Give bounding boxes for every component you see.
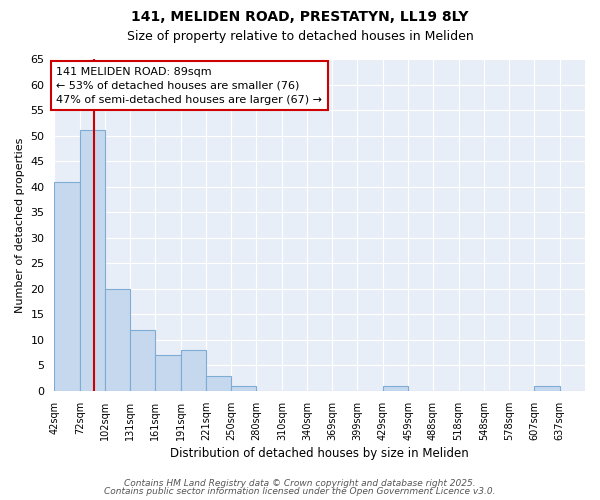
Text: Contains public sector information licensed under the Open Government Licence v3: Contains public sector information licen… xyxy=(104,487,496,496)
X-axis label: Distribution of detached houses by size in Meliden: Distribution of detached houses by size … xyxy=(170,447,469,460)
Bar xyxy=(383,386,409,391)
Bar xyxy=(206,376,231,391)
Bar xyxy=(231,386,256,391)
Text: Contains HM Land Registry data © Crown copyright and database right 2025.: Contains HM Land Registry data © Crown c… xyxy=(124,478,476,488)
Text: 141 MELIDEN ROAD: 89sqm
← 53% of detached houses are smaller (76)
47% of semi-de: 141 MELIDEN ROAD: 89sqm ← 53% of detache… xyxy=(56,66,322,104)
Bar xyxy=(106,289,130,391)
Bar xyxy=(80,130,106,391)
Bar xyxy=(130,330,155,391)
Bar xyxy=(55,182,80,391)
Text: Size of property relative to detached houses in Meliden: Size of property relative to detached ho… xyxy=(127,30,473,43)
Bar xyxy=(155,355,181,391)
Text: 141, MELIDEN ROAD, PRESTATYN, LL19 8LY: 141, MELIDEN ROAD, PRESTATYN, LL19 8LY xyxy=(131,10,469,24)
Y-axis label: Number of detached properties: Number of detached properties xyxy=(15,138,25,312)
Bar xyxy=(181,350,206,391)
Bar xyxy=(534,386,560,391)
